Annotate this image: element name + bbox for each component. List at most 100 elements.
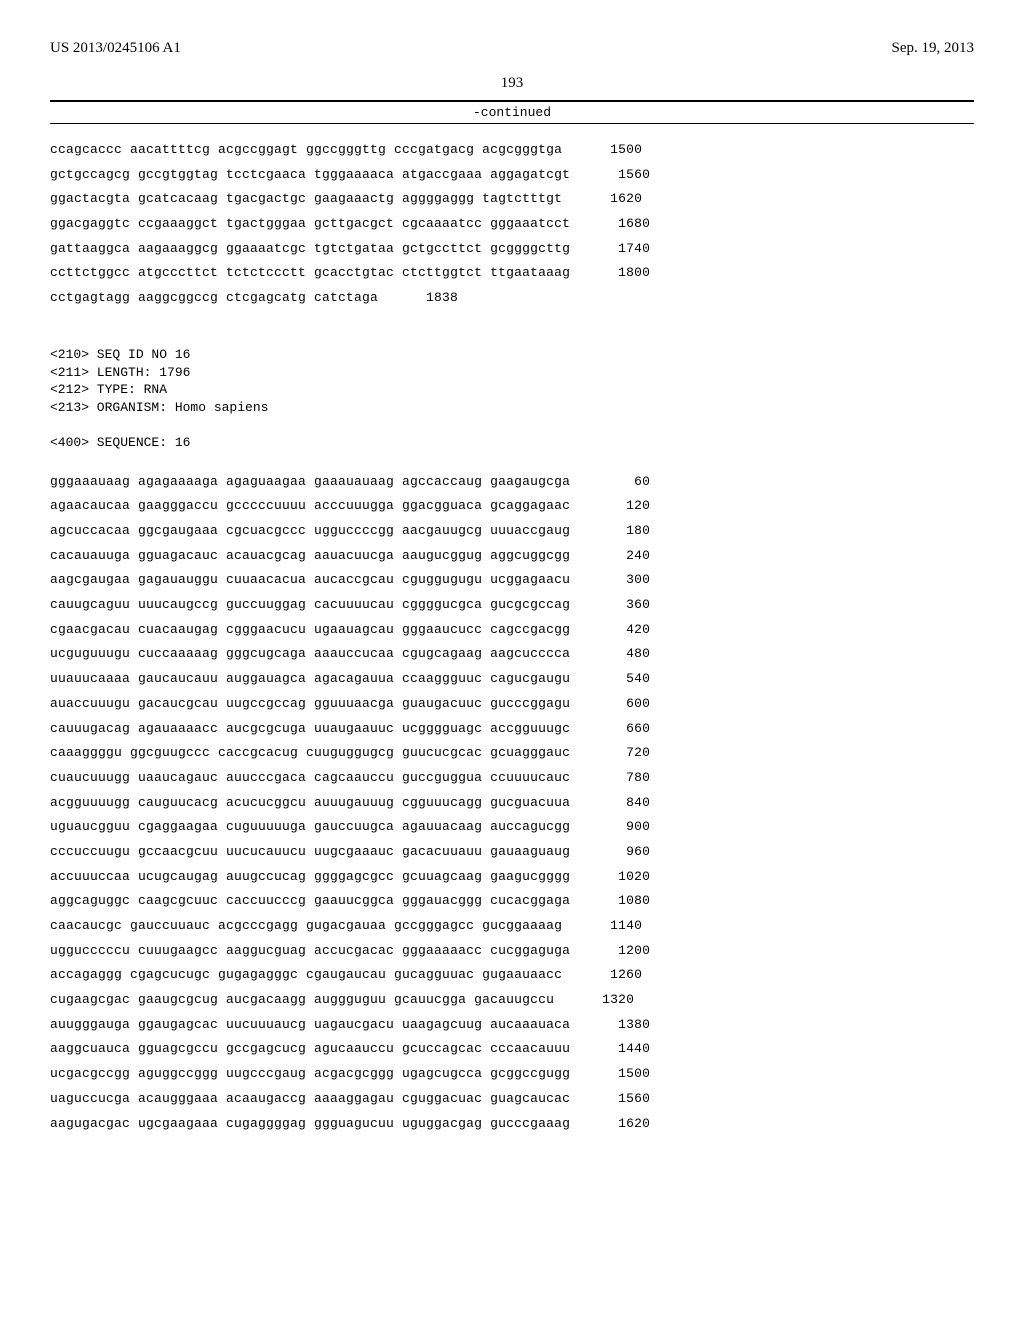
continued-label: -continued [50,102,974,123]
sequence-position: 1380 [590,1013,650,1038]
sequence-text: ucguguuugu cuccaaaaag gggcugcaga aaauccu… [50,642,570,667]
page-header: US 2013/0245106 A1 Sep. 19, 2013 [50,40,974,57]
sequence-line: gctgccagcg gccgtggtag tcctcgaaca tgggaaa… [50,163,974,188]
sequence-block-top: ccagcaccc aacattttcg acgccggagt ggccgggt… [50,138,974,311]
sequence-line: cauuugacag agauaaaacc aucgcgcuga uuaugaa… [50,717,974,742]
sequence-position: 1560 [590,1087,650,1112]
sequence-line: ucguguuugu cuccaaaaag gggcugcaga aaauccu… [50,642,974,667]
sequence-text: aagugacgac ugcgaagaaa cugaggggag ggguagu… [50,1112,570,1137]
sequence-position: 720 [590,741,650,766]
sequence-text: caaaggggu ggcguugccc caccgcacug cuuguggu… [50,741,570,766]
sequence-line: agcuccacaa ggcgaugaaa cgcuacgccc ugguccc… [50,519,974,544]
sequence-line: cccuccuugu gccaacgcuu uucucauucu uugcgaa… [50,840,974,865]
sequence-position: 1500 [582,138,642,163]
sequence-line: aagugacgac ugcgaagaaa cugaggggag ggguagu… [50,1112,974,1137]
sequence-position: 840 [590,791,650,816]
sequence-position: 600 [590,692,650,717]
sequence-line: cacauauuga gguagacauc acauacgcag aauacuu… [50,544,974,569]
sequence-line: ccagcaccc aacattttcg acgccggagt ggccgggt… [50,138,974,163]
sequence-text: uaguccucga acaugggaaa acaaugaccg aaaagga… [50,1087,570,1112]
sequence-text: cauuugacag agauaaaacc aucgcgcuga uuaugaa… [50,717,570,742]
meta-length: <211> LENGTH: 1796 [50,365,190,380]
sequence-text: aagcgaugaa gagauauggu cuuaacacua aucaccg… [50,568,570,593]
sequence-position: 480 [590,642,650,667]
sequence-text: gattaaggca aagaaaggcg ggaaaatcgc tgtctga… [50,237,570,262]
sequence-text: ggactacgta gcatcacaag tgacgactgc gaagaaa… [50,187,562,212]
sequence-position: 1620 [590,1112,650,1137]
sequence-line: ucgacgccgg aguggccggg uugcccgaug acgacgc… [50,1062,974,1087]
sequence-text: uuauucaaaa gaucaucauu auggauagca agacaga… [50,667,570,692]
sequence-line: agaacaucaa gaagggaccu gcccccuuuu acccuuu… [50,494,974,519]
sequence-line: ccttctggcc atgcccttct tctctccctt gcacctg… [50,261,974,286]
sequence-position: 1838 [398,286,458,311]
sequence-line: cauugcaguu uuucaugccg guccuuggag cacuuuu… [50,593,974,618]
sequence-text: uggucccccu cuuugaagcc aaggucguag accucga… [50,939,570,964]
sequence-position: 120 [590,494,650,519]
sequence-text: auugggauga ggaugagcac uucuuuaucg uagaucg… [50,1013,570,1038]
sequence-text: cauugcaguu uuucaugccg guccuuggag cacuuuu… [50,593,570,618]
sequence-text: cugaagcgac gaaugcgcug aucgacaagg augggug… [50,988,554,1013]
sequence-text: ccagcaccc aacattttcg acgccggagt ggccgggt… [50,138,562,163]
sequence-line: accuuuccaa ucugcaugag auugccucag ggggagc… [50,865,974,890]
sequence-block-bottom: gggaaauaag agagaaaaga agaguaagaa gaaauau… [50,470,974,1137]
sequence-position: 660 [590,717,650,742]
sequence-line: uaguccucga acaugggaaa acaaugaccg aaaagga… [50,1087,974,1112]
sequence-line: uguaucgguu cgaggaagaa cuguuuuuga gauccuu… [50,815,974,840]
sequence-position: 1500 [590,1062,650,1087]
sequence-position: 1200 [590,939,650,964]
page-number: 193 [50,75,974,92]
sequence-line: auugggauga ggaugagcac uucuuuaucg uagaucg… [50,1013,974,1038]
publication-date: Sep. 19, 2013 [892,40,975,57]
sequence-position: 180 [590,519,650,544]
sequence-position: 1020 [590,865,650,890]
sequence-text: acgguuuugg cauguucacg acucucggcu auuugau… [50,791,570,816]
sequence-line: uggucccccu cuuugaagcc aaggucguag accucga… [50,939,974,964]
sequence-position: 420 [590,618,650,643]
sequence-line: cuaucuuugg uaaucagauc auucccgaca cagcaau… [50,766,974,791]
sequence-position: 1560 [590,163,650,188]
sequence-line: cgaacgacau cuacaaugag cgggaacucu ugaauag… [50,618,974,643]
sequence-text: cgaacgacau cuacaaugag cgggaacucu ugaauag… [50,618,570,643]
sequence-text: gggaaauaag agagaaaaga agaguaagaa gaaauau… [50,470,570,495]
sequence-line: aaggcuauca gguagcgccu gccgagcucg agucaau… [50,1037,974,1062]
sequence-line: cctgagtagg aaggcggccg ctcgagcatg catctag… [50,286,974,311]
sequence-position: 1320 [574,988,634,1013]
sequence-line: aggcaguggc caagcgcuuc caccuucccg gaauucg… [50,889,974,914]
sequence-position: 1680 [590,212,650,237]
sequence-position: 300 [590,568,650,593]
sequence-text: accagaggg cgagcucugc gugagagggc cgaugauc… [50,963,562,988]
sequence-position: 1260 [582,963,642,988]
sequence-text: cuaucuuugg uaaucagauc auucccgaca cagcaau… [50,766,570,791]
sequence-text: ucgacgccgg aguggccggg uugcccgaug acgacgc… [50,1062,570,1087]
meta-sequence-label: <400> SEQUENCE: 16 [50,435,190,450]
sequence-position: 1740 [590,237,650,262]
sequence-text: caacaucgc gauccuuauc acgcccgagg gugacgau… [50,914,562,939]
sequence-position: 540 [590,667,650,692]
sequence-position: 1080 [590,889,650,914]
sequence-line: ggactacgta gcatcacaag tgacgactgc gaagaaa… [50,187,974,212]
sequence-text: gctgccagcg gccgtggtag tcctcgaaca tgggaaa… [50,163,570,188]
sequence-text: auaccuuugu gacaucgcau uugccgccag gguuuaa… [50,692,570,717]
sequence-text: agcuccacaa ggcgaugaaa cgcuacgccc ugguccc… [50,519,570,544]
publication-number: US 2013/0245106 A1 [50,40,181,57]
meta-seq-id: <210> SEQ ID NO 16 [50,347,190,362]
sequence-line: ggacgaggtc ccgaaaggct tgactgggaa gcttgac… [50,212,974,237]
sequence-text: ggacgaggtc ccgaaaggct tgactgggaa gcttgac… [50,212,570,237]
sequence-line: auaccuuugu gacaucgcau uugccgccag gguuuaa… [50,692,974,717]
sequence-text: uguaucgguu cgaggaagaa cuguuuuuga gauccuu… [50,815,570,840]
sequence-position: 960 [590,840,650,865]
sequence-line: cugaagcgac gaaugcgcug aucgacaagg augggug… [50,988,974,1013]
meta-organism: <213> ORGANISM: Homo sapiens [50,400,268,415]
sequence-line: gggaaauaag agagaaaaga agaguaagaa gaaauau… [50,470,974,495]
sequence-text: cccuccuugu gccaacgcuu uucucauucu uugcgaa… [50,840,570,865]
sequence-position: 780 [590,766,650,791]
sequence-text: agaacaucaa gaagggaccu gcccccuuuu acccuuu… [50,494,570,519]
sequence-line: acgguuuugg cauguucacg acucucggcu auuugau… [50,791,974,816]
sequence-line: aagcgaugaa gagauauggu cuuaacacua aucaccg… [50,568,974,593]
meta-type: <212> TYPE: RNA [50,382,167,397]
sequence-meta: <210> SEQ ID NO 16 <211> LENGTH: 1796 <2… [50,329,974,452]
sequence-line: uuauucaaaa gaucaucauu auggauagca agacaga… [50,667,974,692]
sequence-position: 240 [590,544,650,569]
sequence-line: caacaucgc gauccuuauc acgcccgagg gugacgau… [50,914,974,939]
sequence-text: accuuuccaa ucugcaugag auugccucag ggggagc… [50,865,570,890]
